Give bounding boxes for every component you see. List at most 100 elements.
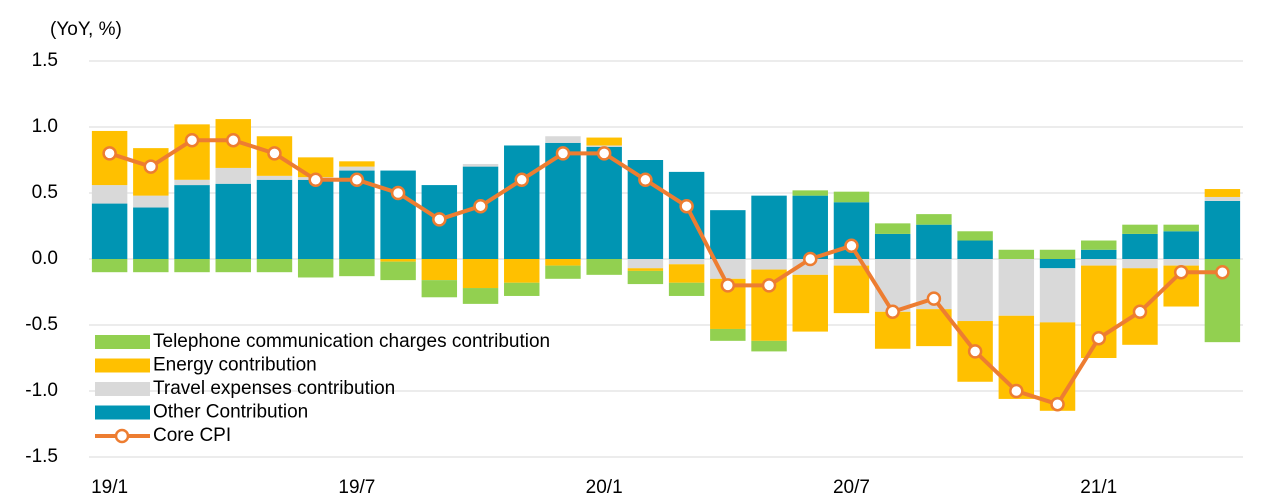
bar — [297, 259, 334, 278]
legend-label: Other Contribution — [153, 402, 308, 423]
bar — [751, 340, 787, 352]
bar — [339, 259, 375, 277]
bar — [833, 259, 870, 266]
bar — [133, 195, 169, 208]
bar — [874, 223, 911, 234]
bar — [792, 195, 828, 259]
bar — [545, 136, 581, 143]
line-marker — [267, 146, 282, 161]
bar — [91, 185, 128, 204]
bar — [380, 170, 416, 259]
bar — [421, 259, 458, 281]
bar — [1039, 322, 1076, 411]
bar — [545, 259, 581, 266]
bar — [586, 145, 622, 147]
bar — [215, 183, 251, 259]
legend-label: Telephone communication charges contribu… — [153, 331, 550, 352]
y-tick-label: -1.5 — [25, 446, 58, 467]
bar — [133, 207, 169, 259]
bar — [998, 259, 1035, 316]
line-marker — [1132, 304, 1148, 320]
bar — [627, 268, 664, 271]
bar — [833, 265, 870, 314]
bar — [174, 124, 210, 180]
bar — [1081, 240, 1117, 250]
legend-label: Travel expenses contribution — [153, 378, 395, 399]
bar — [874, 259, 911, 312]
x-tick-label: 20/7 — [833, 477, 870, 498]
line-marker — [349, 172, 365, 188]
y-tick-label: 0.0 — [32, 248, 58, 269]
line-marker — [1009, 383, 1024, 399]
bar — [874, 233, 911, 259]
bar — [504, 145, 540, 259]
bar — [751, 195, 787, 259]
line-marker — [803, 251, 818, 267]
line-marker — [1050, 396, 1065, 412]
bar — [627, 270, 664, 285]
x-tick-label: 19/1 — [91, 477, 128, 498]
y-axis-label: (YoY, %) — [50, 19, 122, 40]
bar — [668, 171, 705, 259]
bar — [462, 259, 499, 289]
bar — [1204, 200, 1241, 259]
line-marker — [390, 185, 406, 201]
bar — [504, 282, 540, 296]
bar — [668, 264, 705, 283]
legend-swatch — [95, 335, 150, 349]
bar — [1163, 231, 1199, 259]
bar — [1163, 259, 1199, 266]
line-marker — [638, 172, 653, 188]
bar — [1204, 189, 1241, 197]
line-marker — [514, 172, 529, 188]
bar — [215, 259, 251, 273]
bar — [627, 259, 664, 269]
bar — [297, 179, 334, 259]
bar — [833, 191, 870, 203]
bar — [792, 190, 828, 196]
line-marker — [432, 212, 447, 227]
bar — [256, 259, 293, 273]
line-marker — [596, 146, 612, 161]
bar — [1122, 259, 1158, 269]
bar — [339, 161, 375, 167]
bar — [91, 203, 128, 259]
bar — [916, 224, 952, 259]
line-marker — [473, 198, 488, 214]
bar — [545, 265, 581, 279]
bar — [998, 249, 1035, 259]
legend-swatch — [95, 405, 150, 420]
y-tick-label: 1.0 — [32, 116, 58, 137]
bar — [1122, 233, 1158, 259]
bar — [1163, 224, 1199, 232]
line-marker — [226, 132, 241, 148]
bar — [957, 231, 993, 241]
bar — [462, 163, 499, 167]
line-marker — [102, 146, 117, 161]
legend-swatch — [95, 358, 150, 373]
bar — [792, 274, 828, 332]
bar — [462, 288, 499, 304]
line-marker — [967, 344, 983, 359]
line-marker — [1091, 330, 1106, 346]
bar — [1081, 249, 1117, 259]
y-tick-label: 0.5 — [32, 182, 58, 203]
legend-swatch — [95, 382, 150, 396]
line-marker — [885, 304, 900, 320]
line-marker — [1215, 264, 1230, 280]
bar — [586, 259, 622, 275]
line-marker — [308, 172, 323, 188]
line-marker — [844, 238, 859, 254]
legend-label: Core CPI — [153, 425, 231, 446]
y-tick-label: 1.5 — [32, 50, 58, 71]
bar — [957, 259, 993, 322]
line-marker — [1173, 264, 1189, 280]
line-marker — [679, 198, 694, 214]
bar — [1122, 224, 1158, 234]
x-tick-label: 21/1 — [1080, 477, 1117, 498]
bar — [174, 259, 210, 273]
bar — [1039, 249, 1076, 259]
bar — [504, 259, 540, 283]
bar — [710, 259, 746, 279]
